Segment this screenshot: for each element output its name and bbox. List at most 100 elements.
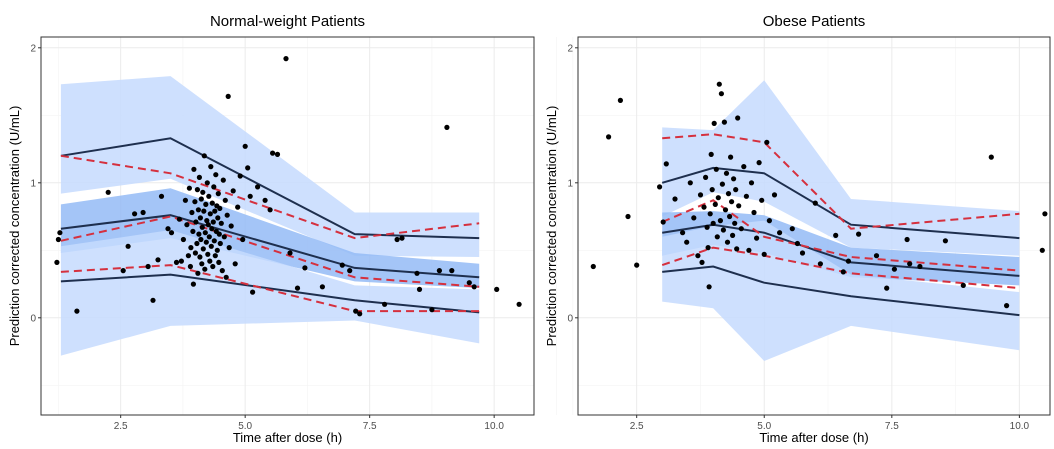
data-point — [680, 230, 686, 236]
data-point — [125, 243, 131, 249]
data-point — [708, 151, 714, 157]
data-point — [120, 268, 126, 274]
data-point — [710, 220, 716, 226]
plot-area — [590, 80, 1048, 361]
data-point — [188, 245, 194, 251]
data-point — [196, 231, 202, 237]
data-point — [54, 259, 60, 265]
data-point — [262, 197, 268, 203]
data-point — [907, 261, 913, 267]
prediction-interval-band-lower-pi — [60, 230, 480, 356]
data-point — [704, 224, 710, 230]
data-point — [224, 212, 230, 218]
data-point — [516, 301, 522, 307]
data-point — [211, 184, 217, 190]
data-point — [657, 184, 663, 190]
data-point — [1004, 303, 1010, 309]
prediction-interval-band-upper-pi — [662, 80, 1020, 256]
data-point — [833, 232, 839, 238]
data-point — [196, 174, 202, 180]
data-point — [186, 185, 192, 191]
data-point — [721, 119, 728, 125]
data-point — [339, 262, 345, 268]
x-tick-label: 2.5 — [114, 421, 128, 432]
data-point — [192, 199, 198, 205]
data-point — [724, 239, 731, 245]
data-point — [193, 219, 199, 225]
x-axis-title: Time after dose (h) — [759, 430, 868, 445]
data-point — [731, 176, 737, 182]
data-point — [201, 208, 207, 214]
axes: 2.5 5.0 7.5 10.0 0 1 2 — [567, 43, 1029, 432]
y-axis-title: Prediction corrected concentration (U/mL… — [544, 106, 559, 347]
data-point — [716, 81, 722, 87]
data-point — [691, 215, 697, 221]
observations — [54, 56, 522, 317]
data-point — [221, 234, 227, 240]
data-point — [736, 203, 742, 209]
data-point — [55, 236, 62, 243]
data-point — [187, 263, 193, 270]
data-point — [240, 236, 246, 243]
data-point — [207, 211, 213, 217]
data-point — [748, 180, 755, 186]
data-point — [185, 253, 191, 259]
data-point — [212, 253, 218, 259]
data-point — [960, 282, 966, 288]
data-point — [195, 207, 201, 213]
data-point — [625, 213, 631, 220]
simulated-median-line — [662, 223, 1020, 277]
data-point — [247, 193, 253, 199]
data-point — [709, 187, 715, 193]
data-point — [743, 193, 750, 199]
data-point — [1042, 211, 1048, 217]
panel-normal-weight: 2.5 5.0 7.5 10.0 0 1 2 Normal-weight Patients Ti… — [7, 13, 557, 445]
data-point — [302, 265, 308, 271]
y-tick-label: 0 — [567, 313, 573, 324]
data-point — [399, 235, 405, 241]
data-point — [201, 153, 207, 159]
data-point — [988, 154, 994, 160]
data-point — [917, 263, 923, 270]
data-point — [429, 307, 435, 313]
data-point — [155, 257, 161, 263]
y-tick-label: 1 — [30, 178, 36, 189]
data-point — [891, 266, 898, 272]
simulated-lower-line — [662, 265, 1020, 317]
data-point — [57, 230, 63, 236]
data-point — [215, 191, 221, 197]
data-point — [192, 250, 198, 256]
data-point — [220, 177, 226, 183]
data-point — [165, 226, 171, 232]
data-point — [703, 174, 709, 180]
data-point — [215, 215, 221, 221]
data-point — [723, 170, 730, 176]
panel-border — [577, 36, 1051, 416]
data-point — [394, 236, 400, 243]
panel-title: Obese Patients — [763, 13, 866, 30]
data-point — [213, 172, 219, 178]
data-point — [194, 240, 200, 247]
x-tick-label: 7.5 — [885, 421, 899, 432]
prediction-interval-band-lower-pi — [662, 220, 1020, 361]
data-point — [235, 204, 241, 210]
data-point — [214, 247, 220, 253]
data-point — [701, 204, 707, 210]
data-point — [766, 218, 773, 224]
data-point — [817, 261, 824, 267]
data-point — [617, 97, 624, 103]
data-point — [735, 115, 741, 121]
panel-obese: 2.5 5.0 7.5 10.0 0 1 2 Obese Patients Time after… — [544, 13, 1051, 445]
data-point — [294, 285, 301, 291]
data-point — [209, 226, 215, 232]
data-point — [209, 200, 215, 206]
panel-title: Normal-weight Patients — [210, 13, 365, 30]
data-point — [353, 308, 359, 314]
data-point — [203, 239, 209, 245]
data-point — [202, 266, 208, 272]
data-point — [217, 240, 223, 247]
simulated-lower-line — [60, 273, 480, 314]
data-point — [178, 258, 184, 264]
data-point — [764, 139, 770, 145]
